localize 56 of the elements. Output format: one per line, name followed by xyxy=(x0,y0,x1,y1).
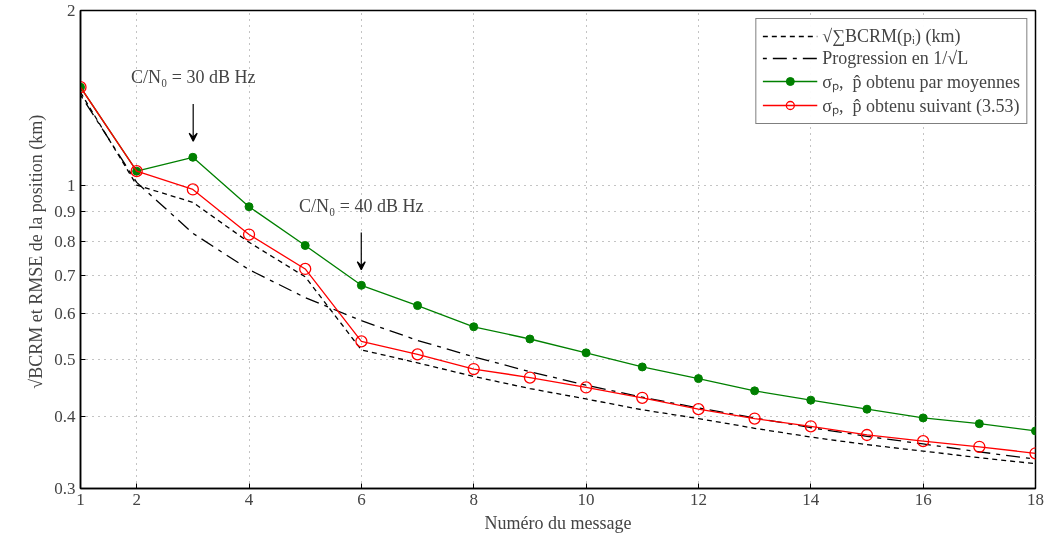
point xyxy=(804,420,817,433)
point xyxy=(299,262,312,276)
annotation: C/N₀ = 30 dB Hz xyxy=(130,66,256,87)
x-tick-label: 6 xyxy=(357,489,366,509)
point xyxy=(748,412,761,425)
point xyxy=(860,428,874,442)
x-tick-label: 10 xyxy=(577,489,595,509)
y-tick-label: 0.6 xyxy=(54,304,76,324)
x-tick-label: 14 xyxy=(802,489,820,509)
point xyxy=(579,381,593,394)
legend-label: Progression en 1/√L xyxy=(822,47,969,69)
x-tick-label: 12 xyxy=(689,489,707,509)
point xyxy=(300,241,310,250)
point xyxy=(918,413,928,423)
point xyxy=(242,228,256,241)
point xyxy=(693,374,703,384)
y-tick-label: 0.4 xyxy=(54,406,76,426)
x-axis-title: Numéro du message xyxy=(484,512,632,533)
x-tick-label: 2 xyxy=(132,489,141,509)
point xyxy=(525,334,535,344)
point xyxy=(636,391,649,404)
point xyxy=(411,348,424,361)
legend-label: √∑BCRM(pᵢ) (km) xyxy=(822,25,961,47)
y-axis-title: √BCRM et RMSE de la position (km) xyxy=(26,114,48,389)
point xyxy=(692,403,705,416)
point xyxy=(917,435,930,448)
point xyxy=(581,348,591,358)
point xyxy=(244,202,254,212)
point xyxy=(806,395,816,405)
point xyxy=(974,419,984,429)
x-tick-label: 4 xyxy=(244,489,254,509)
point xyxy=(413,301,423,311)
y-tick-label: 0.5 xyxy=(54,350,76,370)
y-tick-label: 0.8 xyxy=(54,231,76,251)
point xyxy=(188,152,198,162)
point xyxy=(750,386,760,396)
y-tick-label: 2 xyxy=(67,1,76,20)
point xyxy=(355,335,368,348)
legend-label: σₚ, p̂ obtenu suivant (3.53) xyxy=(822,95,1020,117)
y-tick-label: 1 xyxy=(67,175,76,195)
point xyxy=(186,183,199,196)
x-tick-label: 18 xyxy=(1027,489,1044,509)
point xyxy=(469,322,479,332)
legend-label: σₚ, p̂ obtenu par moyennes xyxy=(822,71,1020,93)
point xyxy=(862,404,872,414)
annotation: C/N₀ = 40 dB Hz xyxy=(299,195,424,216)
point xyxy=(467,362,480,376)
x-tick-label: 8 xyxy=(469,489,478,509)
point xyxy=(356,280,366,290)
y-tick-label: 0.3 xyxy=(54,479,76,498)
point xyxy=(523,371,537,384)
point xyxy=(973,440,986,453)
y-tick-label: 0.7 xyxy=(54,265,76,285)
y-tick-label: 0.9 xyxy=(54,202,76,222)
x-tick-label: 16 xyxy=(914,489,932,509)
point xyxy=(637,362,647,372)
